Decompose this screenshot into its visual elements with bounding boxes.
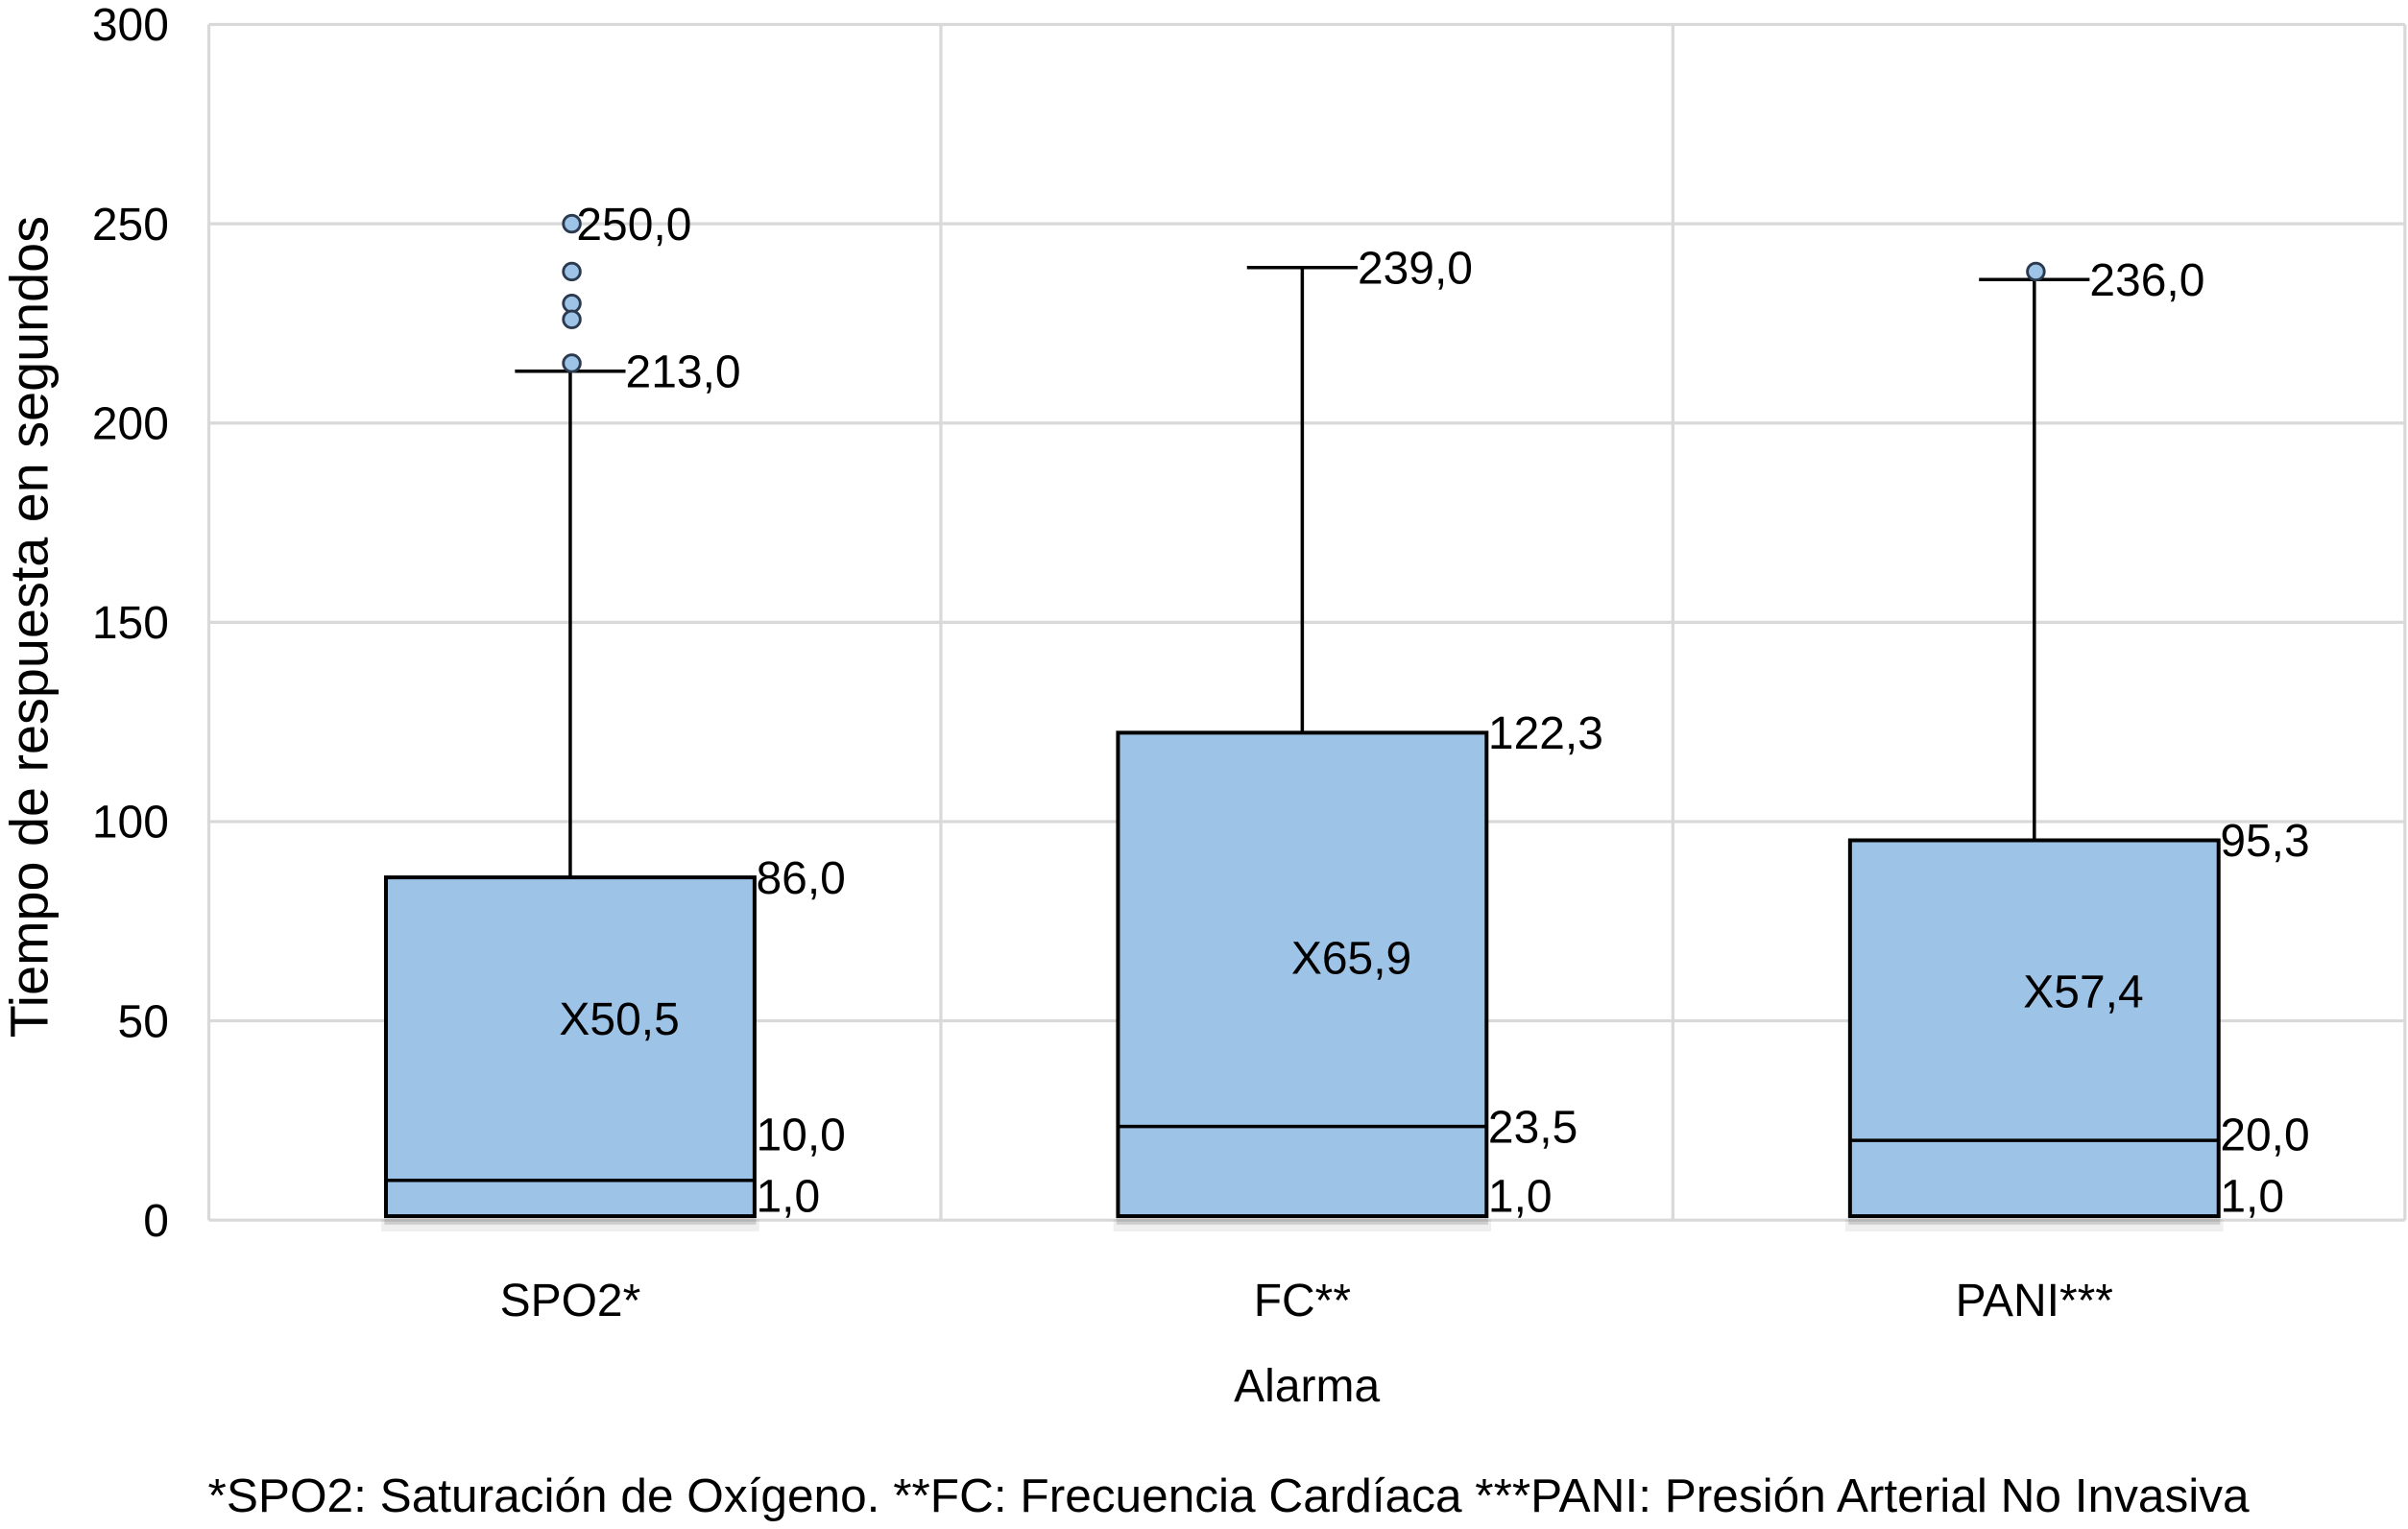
- y-tick-label: 150: [92, 598, 169, 649]
- mean-label: X50,5: [559, 994, 679, 1045]
- y-tick-label: 300: [92, 0, 169, 51]
- q1-label: 1,0: [1488, 1172, 1553, 1223]
- median-label: 23,5: [1488, 1102, 1577, 1153]
- whisker-max-label: 236,0: [2089, 255, 2204, 306]
- q1-label: 1,0: [756, 1172, 820, 1223]
- x-tick-label: SPO2*: [500, 1276, 641, 1326]
- median-label: 10,0: [756, 1111, 845, 1161]
- outlier-point: [562, 261, 582, 282]
- q3-label: 122,3: [1488, 708, 1603, 759]
- data-labels: 1,0 10,0 86,0 X50,5 213,0 250,0 1,0 23,5 122,3 X6…: [559, 200, 2309, 1223]
- outlier-point: [562, 293, 582, 314]
- x-axis-title: Alarma: [1234, 1361, 1380, 1412]
- y-axis-title: Tiempo de respuesta en segundos: [0, 216, 60, 1038]
- y-tick-label: 100: [92, 798, 169, 848]
- box-fc: [1113, 266, 1492, 1231]
- y-tick-label: 250: [92, 200, 169, 251]
- y-tick-label: 0: [143, 1196, 169, 1247]
- whisker-max-label: 213,0: [626, 347, 741, 398]
- box-shadow-soft: [1113, 1219, 1492, 1231]
- box-shadow-soft: [381, 1219, 759, 1231]
- footnote: *SPO2: Saturación de Oxígeno. **FC: Frec…: [208, 1469, 2251, 1522]
- x-tick-label: FC**: [1254, 1276, 1351, 1326]
- outlier-label: 250,0: [576, 200, 691, 251]
- box-shadow-soft: [1845, 1219, 2224, 1231]
- outlier-point: [562, 213, 582, 234]
- x-axis-category-labels: SPO2* FC** PANI***: [500, 1276, 2113, 1326]
- box-shadow: [1116, 1218, 1488, 1225]
- box-shadow: [384, 1218, 757, 1225]
- mean-label: X57,4: [2023, 968, 2143, 1018]
- y-axis-tick-labels: 0 50 100 150 200 250 300: [92, 0, 169, 1247]
- q3-label: 86,0: [756, 853, 845, 904]
- y-tick-label: 200: [92, 399, 169, 450]
- outlier-point: [2026, 261, 2046, 282]
- q1-label: 1,0: [2220, 1172, 2284, 1223]
- box-body: [1116, 730, 1489, 1219]
- outlier-point: [562, 309, 582, 329]
- box-pani: [1845, 261, 2224, 1231]
- whisker-max-label: 239,0: [1358, 244, 1473, 295]
- box-spo2: [381, 213, 759, 1231]
- q3-label: 95,3: [2220, 816, 2309, 867]
- box-series: [381, 213, 2224, 1231]
- box-body: [384, 875, 757, 1219]
- median-label: 20,0: [2220, 1111, 2309, 1161]
- box-body: [1847, 838, 2221, 1219]
- mean-label: X65,9: [1291, 933, 1411, 984]
- y-tick-label: 50: [118, 996, 169, 1047]
- box-shadow: [1848, 1218, 2221, 1225]
- x-tick-label: PANI***: [1956, 1276, 2113, 1326]
- outlier-point: [562, 353, 582, 373]
